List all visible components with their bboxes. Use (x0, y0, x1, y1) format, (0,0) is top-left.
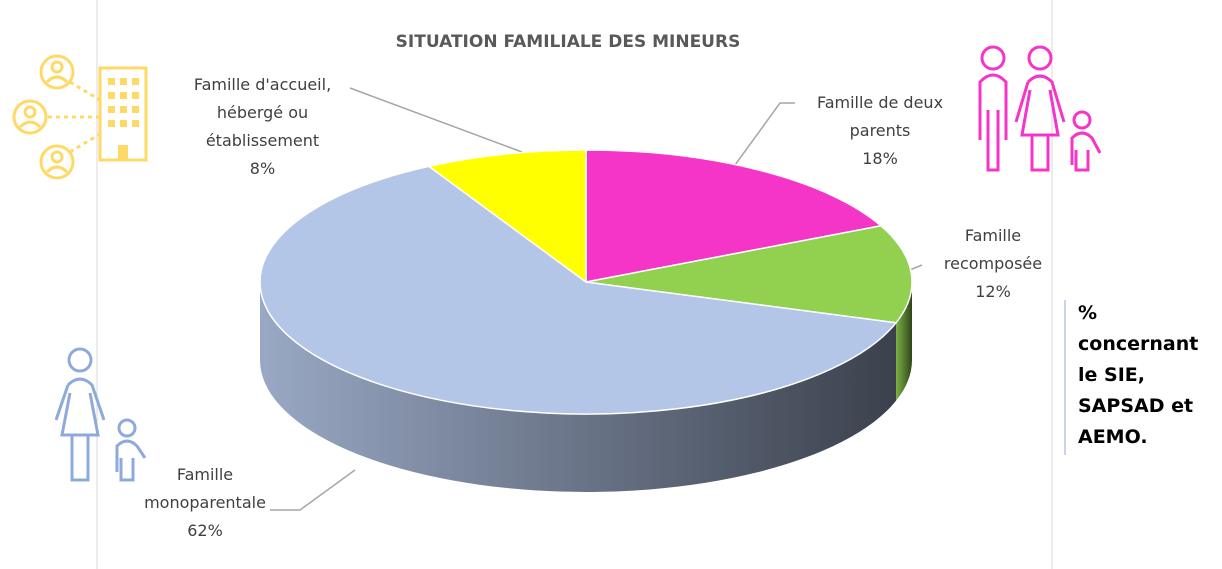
slice (427, 149, 587, 284)
slice-label: Famille de deux parents 18% (795, 89, 965, 173)
value-label: 12% (975, 282, 1011, 301)
slice-side (260, 282, 897, 492)
slice-side (896, 282, 912, 401)
slice (585, 224, 913, 324)
icon-institution (12, 54, 148, 180)
slice-label: Famille recomposée 12% (918, 222, 1068, 306)
category-label: Famille monoparentale (144, 465, 266, 512)
icon-single-parent (54, 347, 147, 482)
slice-label: Famille monoparentale 62% (130, 461, 280, 545)
chart-title: SITUATION FAMILIALE DES MINEURS (396, 32, 741, 52)
slice (259, 165, 898, 415)
category-label: Famille de deux parents (816, 93, 944, 140)
value-label: 18% (862, 149, 898, 168)
slice (585, 149, 883, 283)
category-label: Famille d'accueil, hébergé ou établissem… (193, 75, 332, 150)
icon-windows (108, 78, 139, 160)
icon-two-parents (978, 45, 1102, 172)
annotation: % concernant le SIE, SAPSAD et AEMO. (1078, 302, 1199, 448)
value-label: 8% (249, 159, 276, 178)
slice-label: Famille d'accueil, hébergé ou établissem… (160, 71, 365, 183)
category-label: Famille recomposée (943, 226, 1043, 273)
value-label: 62% (187, 521, 223, 540)
